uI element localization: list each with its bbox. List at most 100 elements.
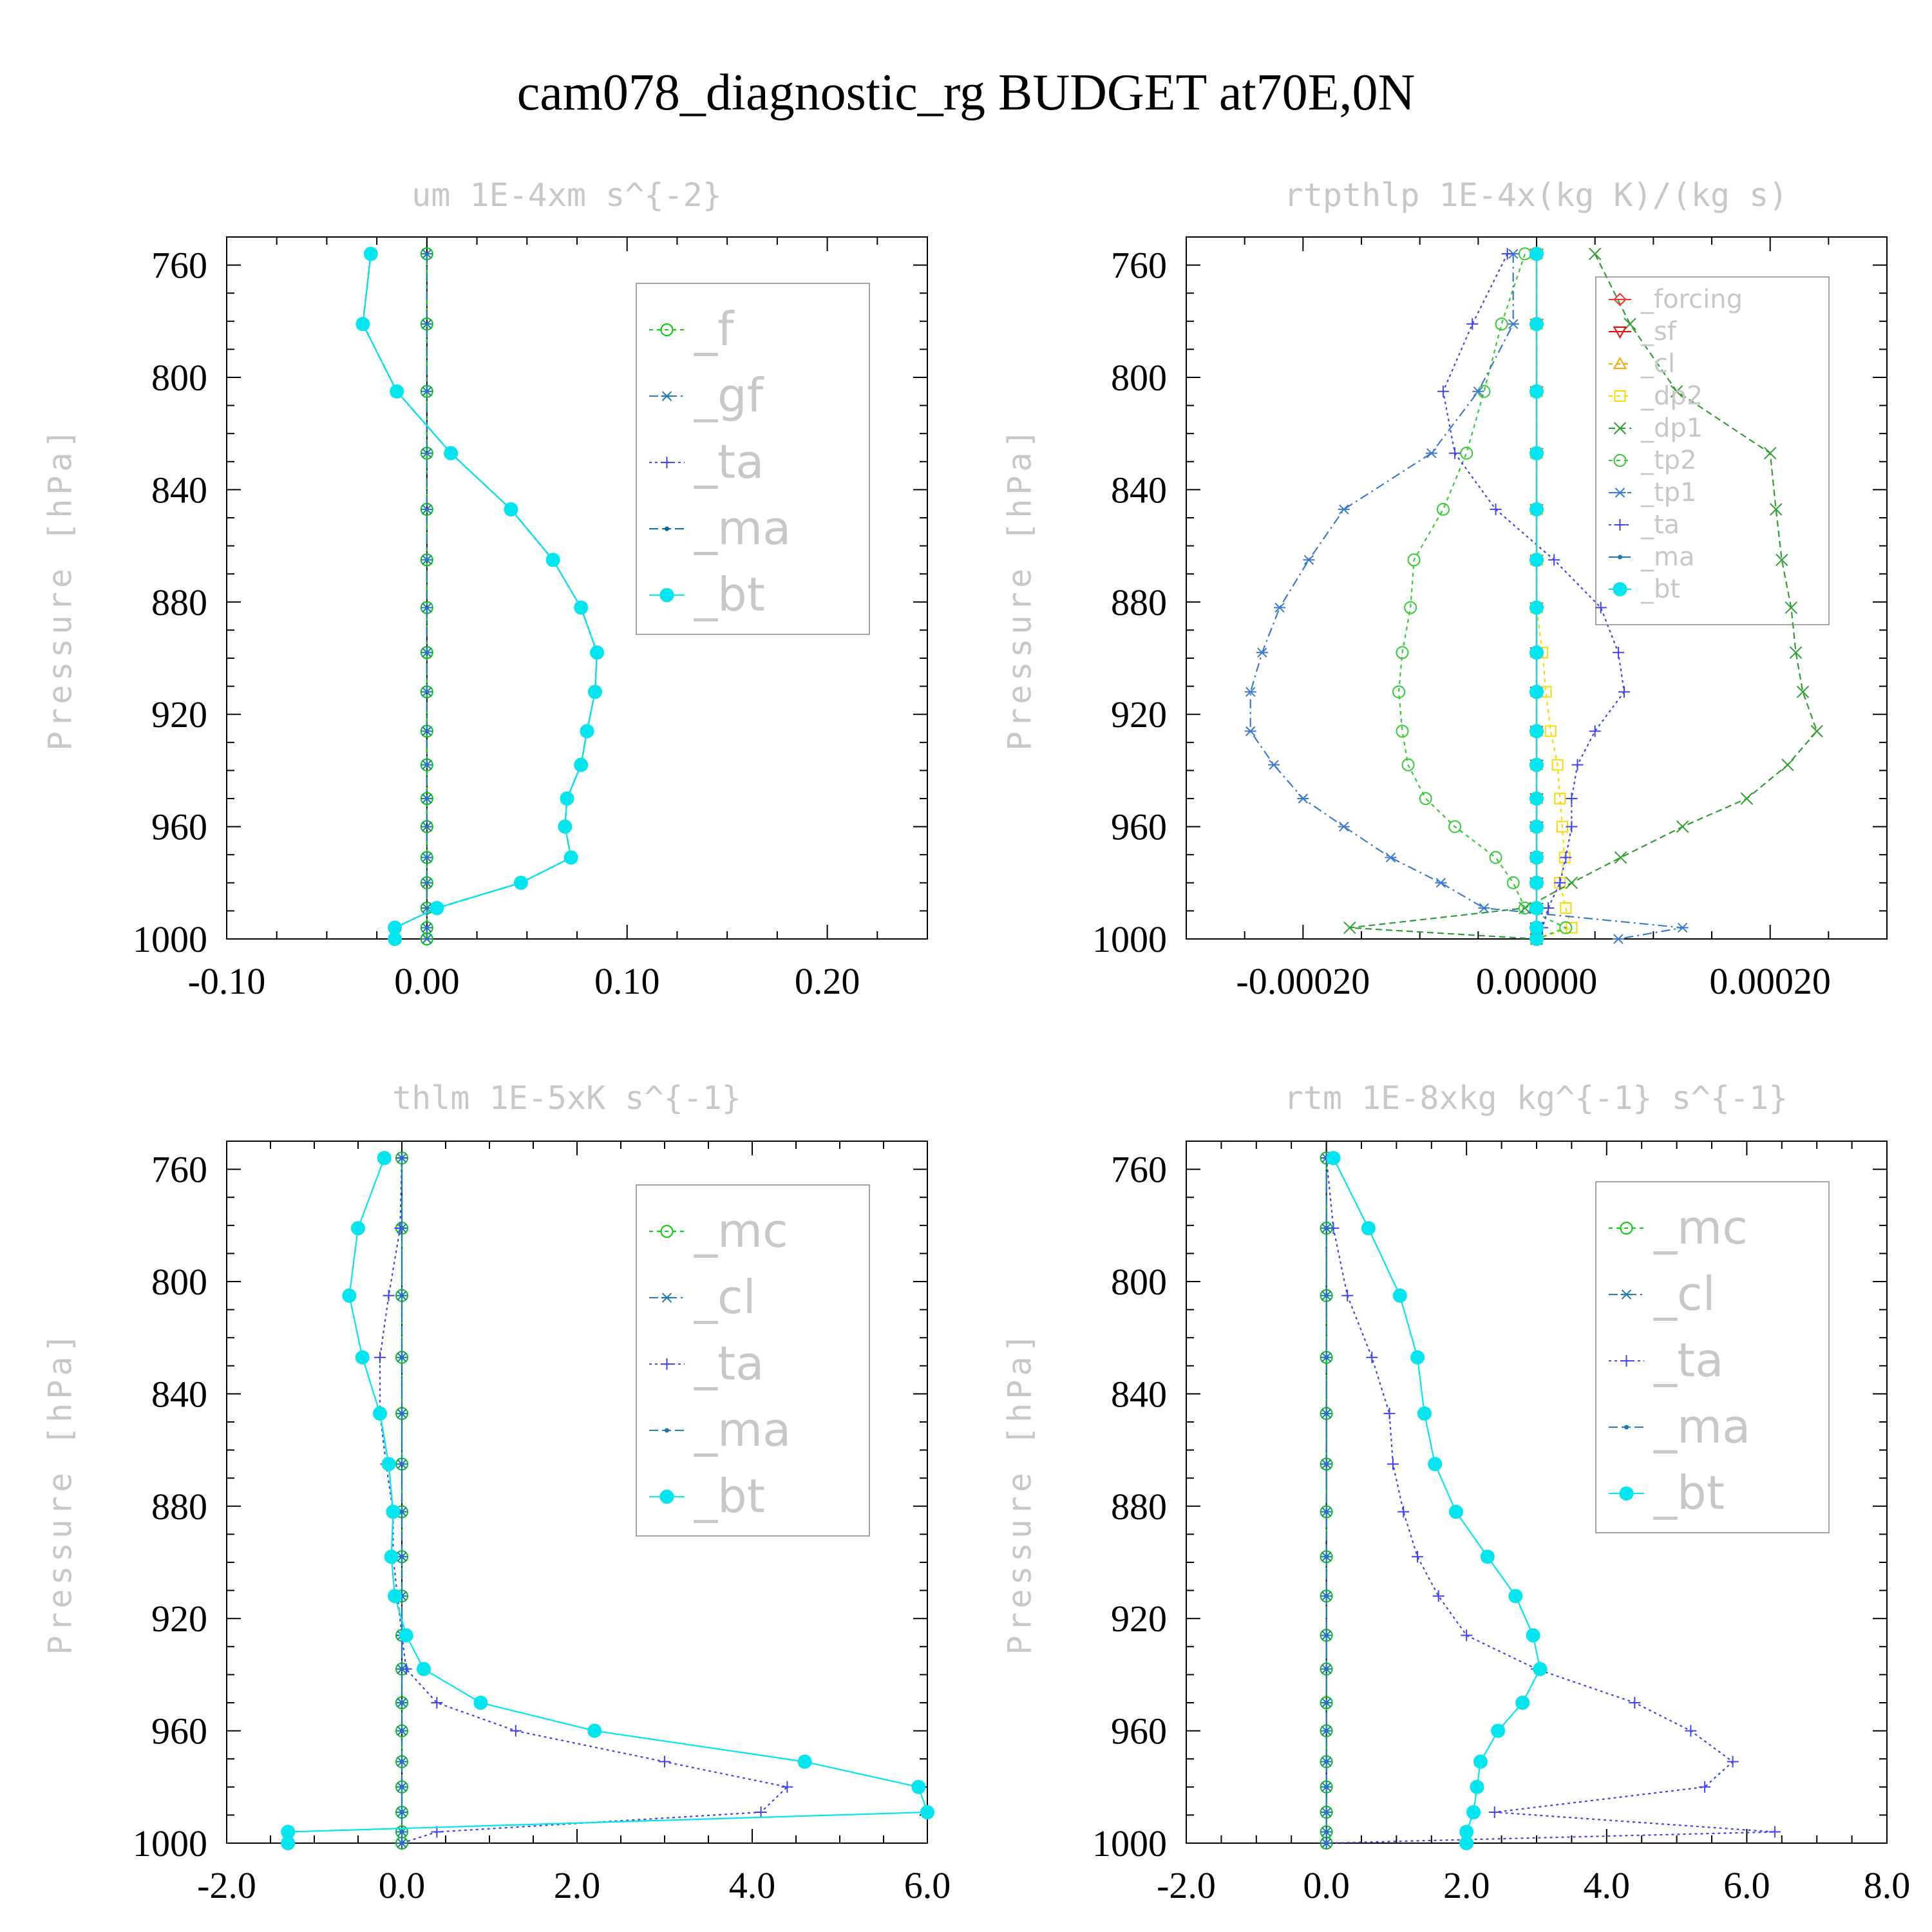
legend-entry: _mc xyxy=(1609,1200,1748,1255)
legend-marker xyxy=(1614,488,1626,498)
y-tick-label: 840 xyxy=(1111,1373,1167,1415)
legend-marker xyxy=(1613,327,1627,339)
data-point xyxy=(399,1830,404,1835)
data-point xyxy=(399,1155,404,1160)
legend-entry: _cl xyxy=(649,1270,756,1324)
legend-label: _tp1 xyxy=(1640,478,1697,507)
data-point xyxy=(545,553,560,567)
data-point xyxy=(430,901,444,916)
legend-marker xyxy=(1624,1425,1629,1430)
data-point xyxy=(1385,852,1397,863)
data-point xyxy=(1404,601,1417,614)
series-line xyxy=(1442,253,1625,940)
legend-label: _dp2 xyxy=(1640,381,1703,411)
data-point xyxy=(1624,317,1636,330)
data-point xyxy=(421,687,433,697)
data-point xyxy=(1396,646,1409,659)
y-axis-label: Pressure [hPa] xyxy=(1001,1329,1039,1654)
data-point xyxy=(1530,920,1544,935)
data-point xyxy=(1432,1590,1444,1602)
legend-entry: _bt xyxy=(1609,574,1680,604)
series-tp1 xyxy=(1244,249,1689,944)
data-point xyxy=(421,386,433,397)
x-tick-label: 8.0 xyxy=(1864,1864,1911,1906)
y-tick-label: 920 xyxy=(151,694,207,735)
data-point xyxy=(1324,1700,1329,1705)
data-point xyxy=(399,1700,404,1705)
data-point xyxy=(399,1461,404,1466)
data-point xyxy=(1324,1355,1329,1360)
data-point xyxy=(374,1351,386,1363)
data-point xyxy=(381,1457,396,1472)
data-point xyxy=(1326,1151,1341,1166)
legend-entry: _dp1 xyxy=(1609,413,1703,443)
y-tick-label: 840 xyxy=(151,1373,207,1415)
data-point xyxy=(1595,601,1607,614)
data-point xyxy=(1387,1458,1399,1470)
series-ta xyxy=(357,248,603,945)
data-point xyxy=(560,791,574,806)
legend-label: _ta xyxy=(1653,1333,1723,1387)
data-point xyxy=(355,1350,370,1365)
series-line xyxy=(1535,254,1573,940)
y-tick-label: 760 xyxy=(151,1149,207,1191)
series-line xyxy=(1397,253,1568,940)
data-point xyxy=(1530,247,1544,261)
data-point xyxy=(1618,686,1630,698)
legend-label: _ta xyxy=(694,435,764,489)
series-bt xyxy=(1326,1151,1548,1850)
data-point xyxy=(1324,1554,1329,1559)
data-point xyxy=(574,757,589,772)
y-tick-label: 760 xyxy=(151,245,207,287)
legend-marker xyxy=(1613,292,1627,307)
data-point xyxy=(421,504,433,515)
data-point xyxy=(351,1221,365,1236)
data-point xyxy=(1256,647,1268,658)
legend-label: _ma xyxy=(694,1403,791,1457)
legend-box xyxy=(1595,1181,1830,1533)
chart-panel-2: rtpthlp 1E-4x(kg K)/(kg s) Pressure [hPa]… xyxy=(1001,176,1888,1002)
y-tick-label: 760 xyxy=(1111,245,1167,287)
data-point xyxy=(1530,875,1544,890)
data-point xyxy=(1560,851,1572,864)
y-tick-label: 840 xyxy=(1111,469,1167,511)
y-axis-label: Pressure [hPa] xyxy=(42,425,79,750)
data-point xyxy=(1530,932,1544,946)
data-point xyxy=(1343,921,1356,934)
series-bt xyxy=(281,1151,934,1850)
data-point xyxy=(1324,1226,1329,1231)
data-point xyxy=(399,1628,413,1643)
data-point xyxy=(1324,1510,1329,1515)
data-point xyxy=(1508,1589,1523,1604)
data-point xyxy=(1396,724,1409,738)
legend-label: _mc xyxy=(1653,1200,1748,1255)
data-point xyxy=(1565,876,1578,889)
data-point xyxy=(1489,851,1502,864)
data-point xyxy=(1327,1222,1340,1235)
data-point xyxy=(1566,820,1578,833)
data-point xyxy=(421,554,433,565)
legend-entry: _dp2 xyxy=(1609,381,1703,411)
x-tick-label: 0.0 xyxy=(1303,1864,1350,1906)
data-point xyxy=(1676,820,1689,833)
data-point xyxy=(1448,1504,1463,1519)
data-point xyxy=(1491,1723,1506,1738)
data-point xyxy=(1518,247,1531,261)
data-point xyxy=(399,1554,404,1559)
series-dp2 xyxy=(1531,248,1578,945)
x-tick-label: -2.0 xyxy=(1157,1864,1216,1906)
data-point xyxy=(1501,248,1513,260)
legend-entry: _ta xyxy=(649,435,764,489)
legend-label: _forcing xyxy=(1640,285,1743,314)
data-point xyxy=(1670,385,1683,398)
data-point xyxy=(1789,646,1803,659)
data-point xyxy=(1419,792,1432,805)
legend-label: _mc xyxy=(694,1204,788,1258)
legend-entry: _ma xyxy=(1609,542,1694,572)
data-point xyxy=(1588,247,1602,260)
panel-title: rtpthlp 1E-4x(kg K)/(kg s) xyxy=(1284,176,1788,214)
data-point xyxy=(1401,758,1415,772)
data-point xyxy=(1392,685,1406,699)
data-point xyxy=(1785,601,1798,614)
data-point xyxy=(1781,758,1794,772)
